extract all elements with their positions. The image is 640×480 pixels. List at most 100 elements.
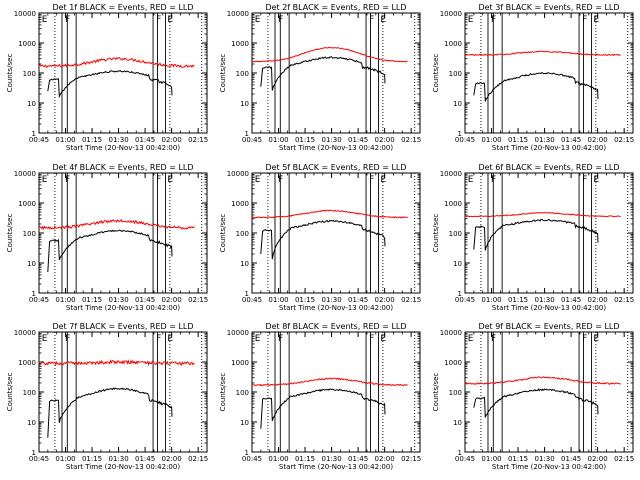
plot-frame bbox=[38, 172, 208, 294]
y-tick-label: 10000 bbox=[440, 329, 462, 337]
interval-label: F bbox=[156, 334, 161, 344]
plot-frame bbox=[38, 331, 208, 453]
lld-series-line bbox=[252, 377, 408, 387]
y-tick-label: 10 bbox=[453, 419, 462, 427]
interval-label: F bbox=[65, 15, 70, 25]
lld-series-line bbox=[464, 50, 621, 56]
e-marker-label: E bbox=[593, 15, 599, 25]
e-marker-label: E bbox=[468, 175, 474, 185]
y-tick-label: 100 bbox=[449, 389, 462, 397]
y-tick-label: 10 bbox=[27, 419, 36, 427]
events-series-line bbox=[473, 388, 599, 418]
y-axis-label: Counts/sec bbox=[432, 373, 440, 412]
x-tick-label: 02:15 bbox=[401, 136, 421, 144]
panel-title: Det 6f BLACK = Events, RED = LLD bbox=[478, 163, 619, 172]
detector-panel: Det 9f BLACK = Events, RED = LLD Counts/s… bbox=[432, 322, 634, 471]
y-tick-label: 10000 bbox=[14, 170, 36, 178]
x-tick-label: 01:45 bbox=[348, 296, 368, 304]
e-marker-label: E bbox=[593, 334, 599, 344]
x-tick-label: 01:45 bbox=[348, 136, 368, 144]
interval-label: F bbox=[491, 15, 496, 25]
x-tick-label: 02:00 bbox=[162, 455, 182, 463]
plot-frame bbox=[251, 12, 421, 134]
e-marker-label: E bbox=[468, 334, 474, 344]
interval-label: F bbox=[156, 175, 161, 185]
detector-panel: Det 7f BLACK = Events, RED = LLD Counts/s… bbox=[6, 322, 208, 471]
interval-label: F bbox=[278, 334, 283, 344]
x-tick-label: 00:45 bbox=[242, 455, 262, 463]
e-marker-label: E bbox=[468, 15, 474, 25]
plot-frame bbox=[251, 172, 421, 294]
y-tick-label: 10000 bbox=[227, 329, 249, 337]
detector-panel: Det 6f BLACK = Events, RED = LLD Counts/s… bbox=[432, 163, 634, 312]
panel-title: Det 2f BLACK = Events, RED = LLD bbox=[265, 3, 406, 12]
y-tick-label: 10 bbox=[453, 100, 462, 108]
interval-label: F bbox=[369, 175, 374, 185]
e-marker-label: E bbox=[380, 15, 386, 25]
y-tick-label: 100 bbox=[236, 389, 249, 397]
x-tick-label: 01:15 bbox=[295, 296, 315, 304]
y-tick-label: 100 bbox=[449, 70, 462, 78]
events-series-line bbox=[260, 56, 386, 91]
x-tick-label: 02:00 bbox=[375, 455, 395, 463]
x-axis-label: Start Time (20-Nov-13 00:42:00) bbox=[66, 304, 180, 312]
x-tick-label: 01:45 bbox=[135, 296, 155, 304]
x-tick-label: 02:15 bbox=[614, 136, 634, 144]
y-axis-label: Counts/sec bbox=[432, 54, 440, 93]
panel-title: Det 8f BLACK = Events, RED = LLD bbox=[265, 322, 406, 331]
y-tick-label: 1000 bbox=[231, 200, 249, 208]
detector-panel: Det 4f BLACK = Events, RED = LLD Counts/s… bbox=[6, 163, 208, 312]
lld-series-line bbox=[464, 211, 621, 218]
e-marker-label: E bbox=[255, 175, 261, 185]
x-tick-label: 02:15 bbox=[401, 296, 421, 304]
plot-frame bbox=[38, 12, 208, 134]
x-tick-label: 01:00 bbox=[268, 455, 288, 463]
y-axis-label: Counts/sec bbox=[432, 214, 440, 253]
y-axis-label: Counts/sec bbox=[6, 373, 14, 412]
e-marker-label: E bbox=[167, 334, 173, 344]
x-tick-label: 01:30 bbox=[108, 455, 128, 463]
y-tick-label: 1000 bbox=[18, 200, 36, 208]
x-tick-label: 01:30 bbox=[321, 136, 341, 144]
x-tick-label: 01:15 bbox=[295, 455, 315, 463]
detector-panel: Det 8f BLACK = Events, RED = LLD Counts/s… bbox=[219, 322, 421, 471]
x-tick-label: 01:15 bbox=[508, 296, 528, 304]
x-tick-label: 01:00 bbox=[55, 296, 75, 304]
panel-title: Det 4f BLACK = Events, RED = LLD bbox=[52, 163, 193, 172]
y-tick-label: 1 bbox=[245, 449, 249, 457]
x-tick-label: 01:00 bbox=[268, 296, 288, 304]
x-tick-label: 01:30 bbox=[321, 455, 341, 463]
e-marker-label: E bbox=[593, 175, 599, 185]
lld-series-line bbox=[38, 218, 196, 231]
x-tick-label: 01:15 bbox=[82, 136, 102, 144]
x-tick-label: 00:45 bbox=[242, 296, 262, 304]
events-series-line bbox=[473, 72, 599, 102]
y-tick-label: 10000 bbox=[440, 10, 462, 18]
e-marker-label: E bbox=[380, 175, 386, 185]
y-tick-label: 1 bbox=[32, 290, 36, 298]
x-tick-label: 01:45 bbox=[135, 136, 155, 144]
y-axis-label: Counts/sec bbox=[219, 54, 227, 93]
y-tick-label: 1000 bbox=[18, 40, 36, 48]
e-marker-label: E bbox=[167, 175, 173, 185]
x-tick-label: 01:45 bbox=[348, 455, 368, 463]
y-tick-label: 1 bbox=[458, 130, 462, 138]
lld-series-line bbox=[38, 359, 195, 367]
x-tick-label: 02:15 bbox=[614, 296, 634, 304]
events-series-line bbox=[47, 229, 173, 273]
interval-label: F bbox=[65, 334, 70, 344]
y-tick-label: 1000 bbox=[444, 40, 462, 48]
y-axis-label: Counts/sec bbox=[219, 373, 227, 412]
y-tick-label: 10000 bbox=[227, 10, 249, 18]
y-tick-label: 100 bbox=[236, 70, 249, 78]
x-tick-label: 00:45 bbox=[455, 136, 475, 144]
e-marker-label: E bbox=[42, 15, 48, 25]
x-tick-label: 01:45 bbox=[561, 455, 581, 463]
x-tick-label: 02:00 bbox=[162, 296, 182, 304]
x-tick-label: 01:30 bbox=[321, 296, 341, 304]
panel-title: Det 9f BLACK = Events, RED = LLD bbox=[478, 322, 619, 331]
y-tick-label: 10 bbox=[27, 260, 36, 268]
x-tick-label: 02:00 bbox=[588, 136, 608, 144]
y-tick-label: 1000 bbox=[444, 200, 462, 208]
